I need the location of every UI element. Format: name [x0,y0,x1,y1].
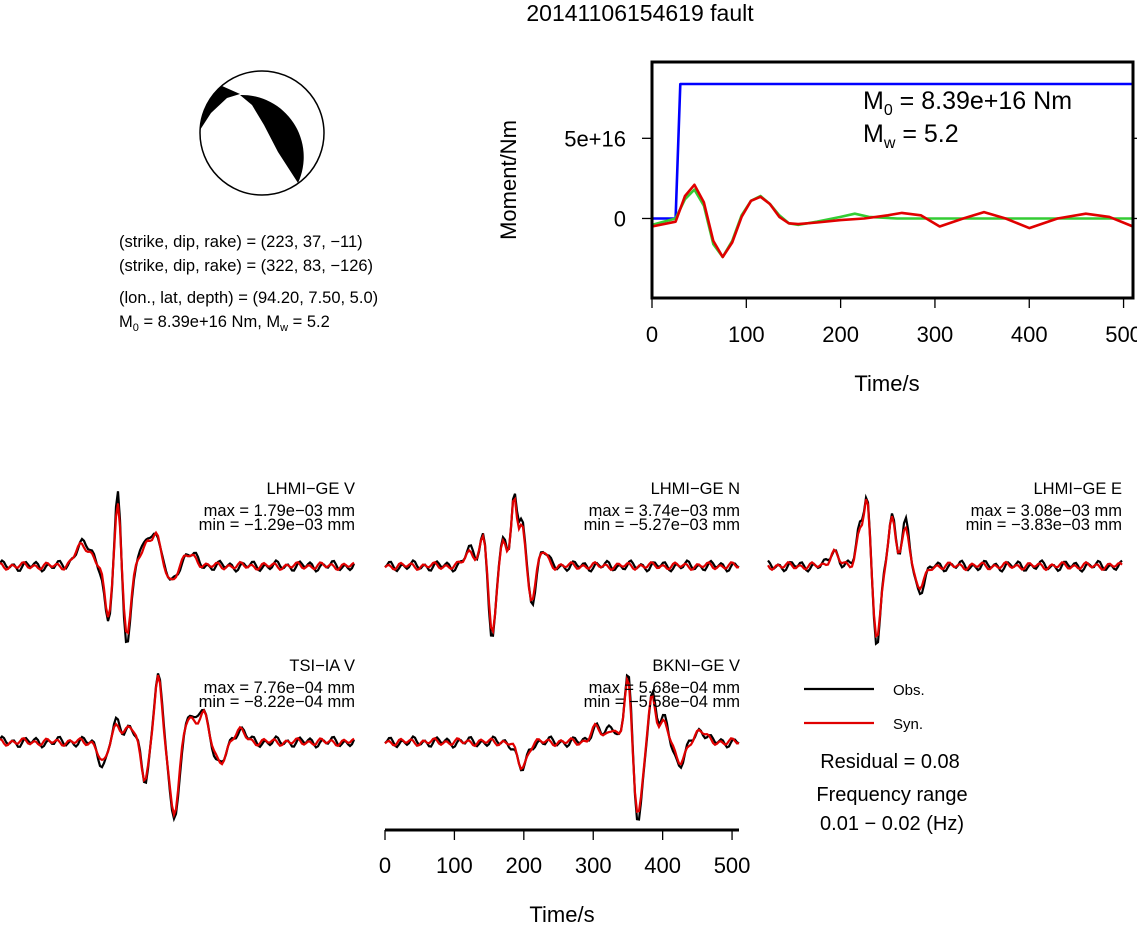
waveform-xtick-label: 300 [575,853,612,878]
waveform-station-label: BKNI−GE V [652,657,740,675]
synthetic-trace [384,496,740,635]
source-location: (lon., lat, depth) = (94.20, 7.50, 5.0) [119,289,378,307]
waveform-time-axis: 0 100 200 300 400 500 [379,828,751,878]
moment-ylabel: Moment/Nm [496,120,521,240]
waveform-min-label: min = −1.29e−03 mm [199,516,355,534]
waveform-min-label: min = −8.22e−04 mm [199,693,355,711]
moment-xtick-label: 500 [1105,322,1137,347]
beachball-compression-quadrant [200,86,240,130]
synthetic-trace [0,674,355,819]
residual-text: Residual = 0.08 [820,751,960,773]
moment-series-line-1 [651,188,1133,259]
waveform-max-label: max = 3.74e−03 mm [589,502,740,520]
moment-xlabel: Time/s [854,371,919,396]
waveform-xlabel: Time/s [529,902,594,926]
waveform-min-label: min = −5.27e−03 mm [584,516,740,534]
moment-xtick-label: 300 [917,322,954,347]
moment-series-line-2 [651,183,1134,259]
moment-xtick-label: 0 [646,322,658,347]
beachball-compression-quadrant [240,94,304,183]
frequency-range-title: Frequency range [816,784,967,806]
moment-series-line-0 [652,82,1133,220]
waveform-station-label: TSI−IA V [289,657,355,675]
moment-axes: 0 100 200 300 400 500 0 5e+16 [564,126,1137,347]
figure-title: 20141106154619 fault [526,0,754,26]
moment-series-lines [651,82,1134,259]
waveform-station-label: LHMI−GE E [1034,480,1123,498]
waveform-xtick-label: 0 [379,853,391,878]
moment-plot-frame [650,60,1135,300]
moment-xtick-label: 200 [822,322,859,347]
moment-ytick-label: 0 [614,206,626,231]
moment-annotation-m0: M0 = 8.39e+16 Nm [863,87,1072,119]
legend: Obs. Syn. Residual = 0.08 Frequency rang… [804,682,968,835]
nodal-plane-2: (strike, dip, rake) = (322, 83, −126) [119,257,373,275]
waveform-max-label: max = 3.08e−03 mm [971,502,1122,520]
beachball-icon [199,70,325,196]
synthetic-trace [767,498,1123,639]
waveform-max-label: max = 1.79e−03 mm [204,502,355,520]
frequency-range-value: 0.01 − 0.02 (Hz) [820,813,964,835]
waveform-xtick-label: 400 [644,853,681,878]
legend-obs-label: Obs. [893,682,925,699]
moment-annotation-mw: Mw = 5.2 [863,120,959,152]
synthetic-trace [384,675,740,813]
waveform-station-label: LHMI−GE V [267,480,356,498]
moment-xtick-label: 100 [728,322,765,347]
synthetic-trace [0,503,355,635]
waveform-min-label: min = −3.83e−03 mm [966,516,1122,534]
waveform-xtick-label: 200 [505,853,542,878]
moment-xtick-label: 400 [1011,322,1048,347]
moment-ytick-label: 5e+16 [564,126,626,151]
waveform-min-label: min = −5.58e−04 mm [584,693,740,711]
waveform-max-label: max = 5.68e−04 mm [589,679,740,697]
waveform-xtick-label: 500 [714,853,751,878]
waveform-xtick-label: 100 [436,853,473,878]
waveform-max-label: max = 7.76e−04 mm [204,679,355,697]
source-moment: M0 = 8.39e+16 Nm, Mw = 5.2 [119,313,330,334]
nodal-plane-1: (strike, dip, rake) = (223, 37, −11) [119,233,363,251]
waveform-station-label: LHMI−GE N [651,480,740,498]
legend-syn-label: Syn. [893,716,923,733]
